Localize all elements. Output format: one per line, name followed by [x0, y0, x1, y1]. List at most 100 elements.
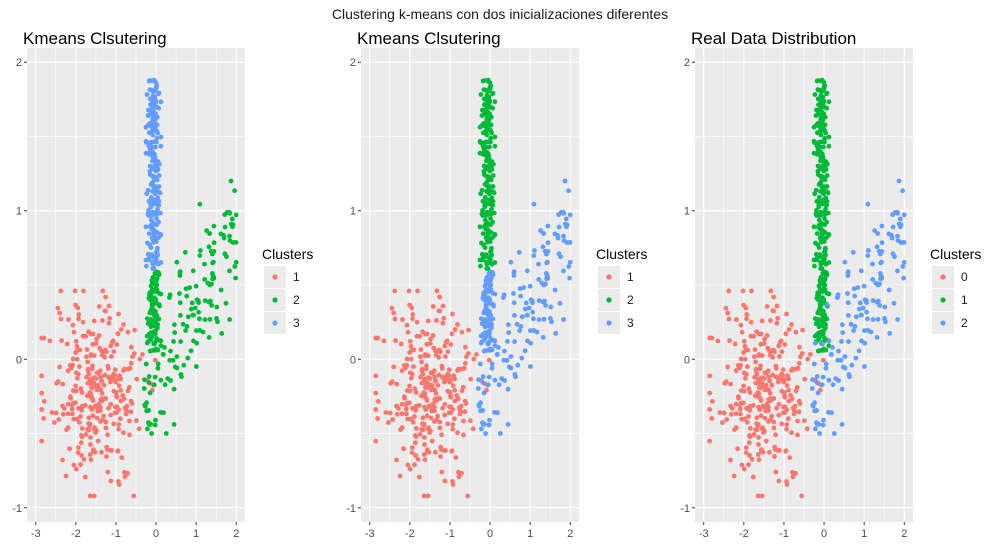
data-point [448, 410, 453, 415]
data-point [202, 261, 207, 267]
data-point [156, 90, 162, 96]
data-point [878, 260, 884, 266]
data-point [100, 288, 106, 294]
data-point [766, 374, 772, 380]
data-point [567, 212, 573, 218]
data-point [876, 248, 882, 254]
data-point [531, 253, 537, 258]
data-point [824, 90, 830, 96]
data-point [845, 273, 851, 278]
data-point [430, 333, 436, 338]
data-point [484, 132, 490, 138]
data-point [184, 324, 190, 329]
data-point [822, 216, 827, 221]
data-point [408, 416, 414, 422]
data-point [814, 143, 820, 149]
data-point [140, 352, 145, 357]
data-point [477, 224, 483, 230]
data-point [822, 257, 827, 262]
data-point [147, 390, 153, 396]
data-point [482, 217, 488, 223]
data-point [94, 415, 100, 421]
data-point [875, 231, 880, 236]
data-point [156, 235, 161, 240]
data-point [822, 135, 828, 141]
data-point [735, 446, 740, 452]
data-point [116, 479, 121, 484]
data-point [152, 174, 157, 180]
data-point [792, 409, 798, 415]
data-point [760, 375, 765, 381]
data-point [144, 340, 150, 346]
data-point [413, 453, 418, 458]
data-point [886, 231, 892, 237]
data-point [409, 445, 415, 450]
data-point [818, 301, 824, 306]
data-point [786, 387, 792, 393]
data-point [104, 454, 109, 459]
data-point [67, 446, 72, 452]
data-point [91, 493, 97, 499]
data-point [172, 322, 177, 328]
data-point [818, 180, 824, 185]
data-point [811, 224, 817, 230]
data-point [108, 379, 113, 385]
data-point [790, 474, 796, 480]
data-point [499, 376, 505, 381]
data-point [486, 277, 492, 283]
data-point [755, 421, 761, 427]
data-point [725, 364, 731, 370]
tick-label-x: 2 [567, 528, 573, 540]
tick-label-x: -1 [779, 528, 789, 540]
data-point [890, 251, 896, 257]
data-point [78, 414, 83, 419]
data-point [440, 405, 445, 411]
data-point [145, 251, 151, 257]
legend-marker [940, 274, 946, 280]
data-point [861, 283, 867, 289]
data-point [436, 372, 442, 378]
data-point [148, 292, 153, 298]
data-point [490, 235, 495, 240]
data-point [183, 328, 189, 333]
data-point [548, 304, 554, 310]
data-point [210, 271, 215, 276]
data-point [830, 382, 836, 388]
data-point [433, 449, 438, 455]
data-point [812, 92, 818, 97]
data-point [215, 319, 220, 325]
data-point [106, 320, 112, 326]
data-point [818, 128, 823, 134]
data-point [108, 412, 114, 418]
data-point [162, 382, 168, 388]
data-point [784, 311, 789, 317]
data-point [519, 355, 525, 361]
data-point [549, 319, 554, 325]
data-point [851, 328, 856, 333]
data-point [544, 271, 549, 276]
data-point [87, 421, 93, 427]
data-point [524, 268, 530, 274]
data-point [878, 271, 883, 276]
data-point [149, 124, 154, 129]
data-point [746, 414, 751, 419]
data-point [85, 427, 90, 432]
data-point [823, 245, 828, 251]
data-point [99, 378, 104, 384]
data-point [552, 287, 558, 293]
data-point [536, 277, 542, 282]
data-point [764, 401, 770, 407]
data-point [419, 380, 425, 386]
data-point [479, 426, 484, 432]
data-point [465, 493, 471, 499]
data-point [756, 435, 761, 440]
data-point [73, 388, 79, 394]
data-point [725, 310, 731, 316]
data-point [733, 411, 739, 417]
data-point [481, 319, 486, 325]
data-point [458, 409, 464, 415]
data-point [770, 308, 776, 314]
data-point [426, 449, 432, 455]
data-point [116, 426, 121, 432]
data-point [132, 327, 138, 333]
